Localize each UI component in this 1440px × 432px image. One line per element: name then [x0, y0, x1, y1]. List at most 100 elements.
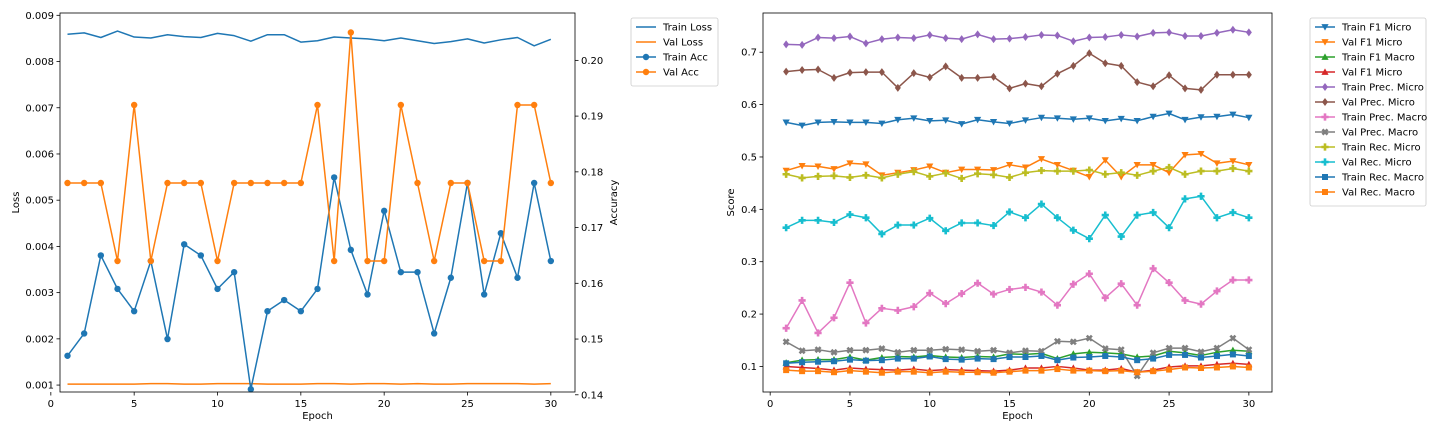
legend-marker: [1322, 83, 1328, 91]
data-point: [958, 166, 966, 174]
data-point: [164, 179, 171, 187]
data-point: [926, 117, 934, 125]
data-point: [1197, 150, 1205, 158]
data-point: [330, 174, 338, 181]
data-point: [414, 268, 421, 276]
legend-label-train-rec-micro: Train Rec. Micro: [1341, 143, 1421, 154]
data-point: [846, 356, 853, 363]
data-point: [1149, 167, 1157, 175]
series-train-rec-micro-8: [782, 163, 1253, 183]
data-point: [1070, 367, 1077, 374]
data-point: [926, 30, 933, 39]
data-point: [397, 101, 405, 109]
series-val-prec-micro-5: [783, 49, 1252, 94]
data-point: [1118, 354, 1125, 361]
series-line-train-prec-macro: [785, 267, 1249, 334]
data-point: [1069, 116, 1077, 123]
data-point: [1229, 208, 1237, 217]
data-point: [1133, 211, 1141, 219]
data-point: [974, 369, 981, 376]
legend-marker: [1322, 98, 1328, 106]
data-point: [942, 227, 950, 235]
x-axis-label: Epoch: [1002, 411, 1033, 422]
data-point: [1101, 157, 1109, 164]
data-point: [80, 179, 88, 187]
data-point: [1213, 344, 1221, 352]
data-point: [1102, 59, 1109, 68]
series-train-loss-0: [67, 30, 552, 47]
data-point: [798, 162, 806, 170]
legend-label-train-prec-macro: Train Prec. Macro: [1341, 113, 1427, 124]
data-point: [447, 179, 455, 187]
series-line-train-prec-micro: [786, 28, 1249, 46]
series-train-f1-micro-0: [782, 110, 1253, 130]
data-point: [1021, 283, 1030, 291]
data-point: [798, 296, 806, 305]
legend-marker: [642, 68, 650, 76]
data-point: [846, 367, 853, 374]
data-point: [1086, 354, 1093, 361]
data-point: [910, 34, 917, 43]
data-point: [1149, 161, 1157, 169]
data-point: [1213, 352, 1220, 359]
data-point: [782, 170, 790, 178]
data-point: [814, 329, 822, 337]
data-point: [1245, 276, 1253, 284]
data-point: [830, 118, 838, 126]
data-point: [1133, 301, 1141, 309]
data-point: [1165, 224, 1173, 232]
data-point: [1213, 70, 1220, 79]
data-point: [783, 367, 790, 374]
legend-marker: [1322, 189, 1328, 195]
x-tick-label: 0: [767, 399, 773, 410]
legend-marker: [1321, 39, 1329, 46]
data-point: [894, 368, 901, 375]
data-point: [1165, 279, 1173, 287]
data-point: [214, 257, 221, 265]
series-val-prec-macro-7: [782, 334, 1253, 380]
data-point: [942, 356, 949, 363]
data-point: [1117, 169, 1125, 177]
data-point: [264, 179, 271, 187]
data-point: [1197, 192, 1205, 200]
data-point: [990, 356, 997, 363]
data-point: [1069, 167, 1077, 175]
data-point: [1213, 160, 1221, 167]
data-point: [1038, 352, 1045, 359]
series-line-train-acc: [66, 176, 552, 390]
data-point: [862, 171, 870, 179]
data-point: [1245, 364, 1252, 371]
data-point: [497, 229, 505, 237]
data-point: [1021, 169, 1030, 177]
data-point: [958, 73, 965, 82]
data-point: [430, 330, 438, 337]
data-point: [1150, 28, 1157, 37]
data-point: [1053, 337, 1061, 345]
data-point: [1165, 344, 1173, 352]
data-point: [397, 268, 405, 276]
data-point: [894, 170, 902, 178]
data-point: [958, 35, 965, 44]
data-point: [1245, 28, 1252, 37]
data-point: [942, 169, 950, 177]
data-point: [862, 214, 870, 222]
data-point: [878, 120, 886, 128]
data-point: [230, 268, 238, 276]
data-point: [974, 166, 982, 174]
data-point: [798, 216, 806, 224]
data-point: [910, 221, 918, 229]
data-point: [314, 285, 321, 293]
data-point: [1149, 113, 1157, 121]
data-point: [942, 117, 950, 124]
data-point: [846, 279, 854, 287]
data-point: [1117, 232, 1125, 241]
data-point: [1213, 287, 1221, 295]
data-point: [480, 257, 488, 265]
data-point: [1229, 164, 1237, 173]
data-point: [799, 359, 806, 366]
data-point: [846, 173, 854, 181]
data-point: [1182, 351, 1189, 358]
y-tick-label: 0.006: [25, 149, 54, 160]
data-point: [1245, 161, 1253, 169]
data-point: [1150, 368, 1157, 375]
